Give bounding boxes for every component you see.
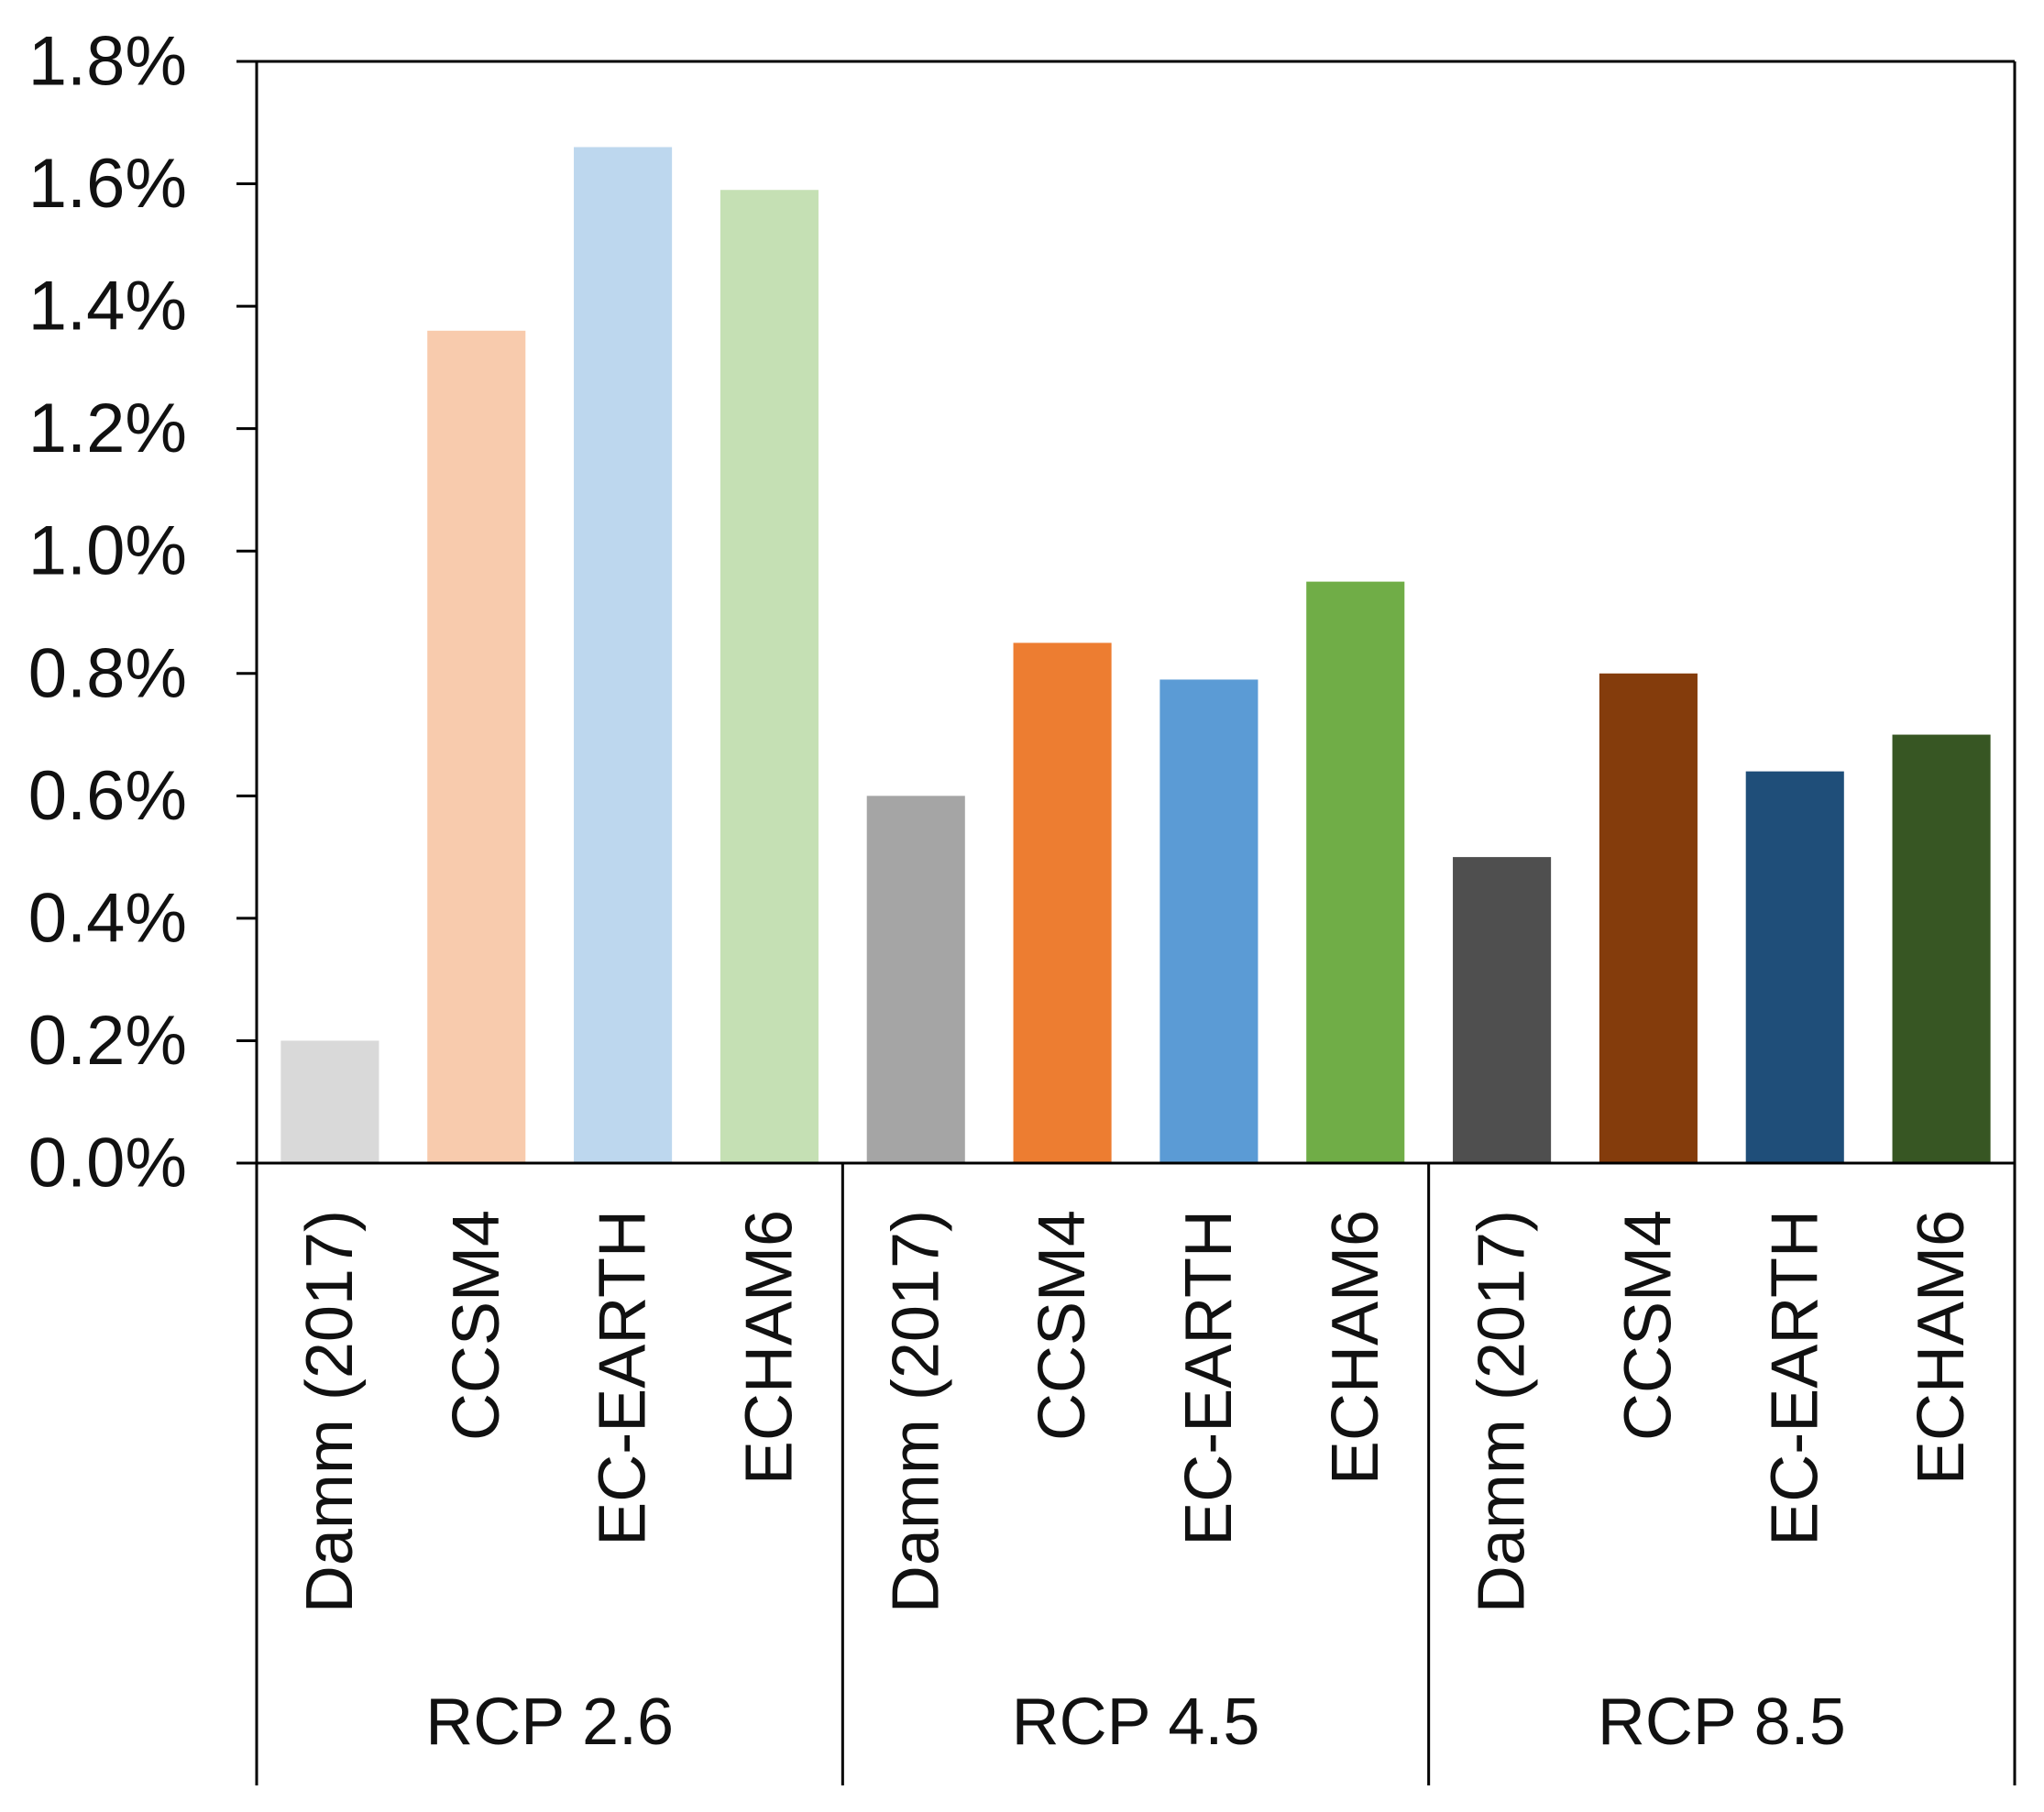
y-tick-label: 0.2% xyxy=(28,1002,187,1080)
category-label: EC-EARTH xyxy=(1758,1210,1831,1546)
bar-rcp-4-5-ec-earth xyxy=(1159,679,1258,1163)
bar-rcp-8-5-ccsm4 xyxy=(1599,673,1698,1163)
y-tick-label: 0.6% xyxy=(28,757,187,835)
y-tick-label: 0.0% xyxy=(28,1125,187,1203)
category-label: Damm (2017) xyxy=(1466,1210,1539,1613)
bar-rcp-8-5-echam6 xyxy=(1892,734,1991,1163)
category-label: Damm (2017) xyxy=(879,1210,952,1613)
category-label: EC-EARTH xyxy=(1172,1210,1246,1546)
y-tick-label: 1.0% xyxy=(28,512,187,590)
bar-rcp-2-6-ec-earth xyxy=(574,147,673,1163)
category-label: EC-EARTH xyxy=(587,1210,660,1546)
y-tick-label: 1.6% xyxy=(28,145,187,223)
category-label: CCSM4 xyxy=(440,1210,513,1441)
bar-rcp-4-5-echam6 xyxy=(1306,581,1405,1163)
y-tick-label: 0.8% xyxy=(28,634,187,712)
group-label: RCP 8.5 xyxy=(1598,1686,1846,1759)
bar-rcp-2-6-damm-2017 xyxy=(280,1040,379,1163)
y-tick-label: 0.4% xyxy=(28,879,187,957)
group-label: RCP 2.6 xyxy=(425,1686,674,1759)
labels-layer: Damm (2017) CCSM4 EC-EARTH ECHAM6 RCP 2.6 Dam… xyxy=(28,23,1978,1760)
y-tick-label: 1.4% xyxy=(28,268,187,346)
bar-rcp-2-6-ccsm4 xyxy=(427,330,526,1163)
category-label: CCSM4 xyxy=(1611,1210,1685,1441)
bar-rcp-2-6-echam6 xyxy=(720,190,819,1163)
y-tick-label: 1.2% xyxy=(28,390,187,467)
category-label: ECHAM6 xyxy=(1319,1210,1392,1485)
category-label: CCSM4 xyxy=(1026,1210,1099,1441)
category-label: ECHAM6 xyxy=(732,1210,806,1485)
bar-rcp-8-5-ec-earth xyxy=(1745,771,1844,1163)
bar-rcp-8-5-damm-2017 xyxy=(1453,857,1552,1163)
bars-layer xyxy=(280,147,1991,1163)
axes-layer xyxy=(236,60,2017,1785)
y-tick-label: 1.8% xyxy=(28,23,187,101)
bar-rcp-4-5-ccsm4 xyxy=(1013,642,1112,1163)
group-label: RCP 4.5 xyxy=(1012,1686,1260,1759)
category-label: ECHAM6 xyxy=(1905,1210,1978,1485)
category-label: Damm (2017) xyxy=(293,1210,367,1613)
bar-rcp-4-5-damm-2017 xyxy=(866,796,965,1163)
